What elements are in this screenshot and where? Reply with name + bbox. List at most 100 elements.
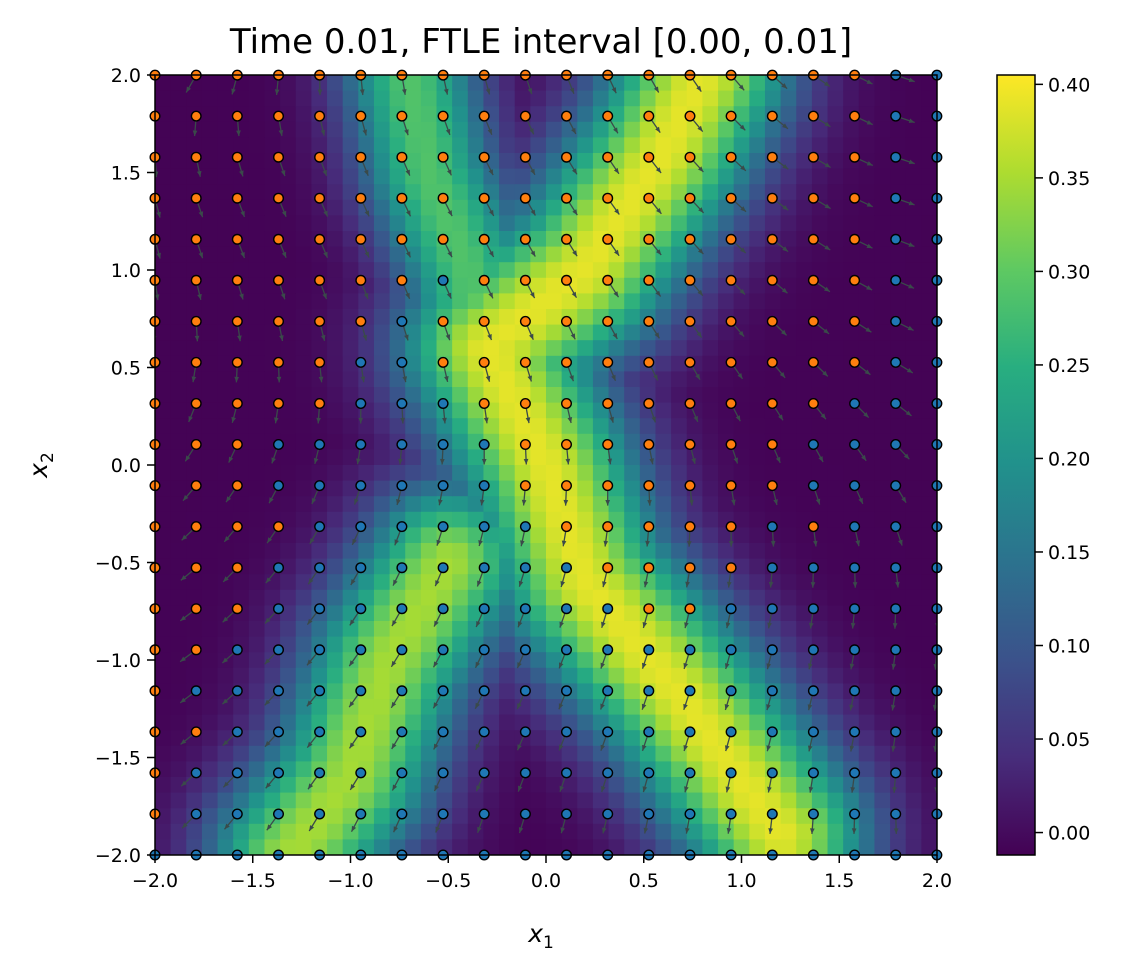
heatmap-cell: [624, 184, 641, 201]
heatmap-cell: [389, 262, 406, 279]
heatmap-cell: [170, 215, 187, 232]
heatmap-cell: [530, 106, 547, 123]
heatmap-cell: [561, 465, 578, 482]
velocity-arrowhead: [488, 251, 494, 257]
heatmap-cell: [905, 137, 922, 154]
heatmap-cell: [155, 652, 172, 669]
heatmap-cell: [358, 137, 375, 154]
heatmap-cell: [514, 543, 531, 560]
velocity-arrowhead: [278, 130, 284, 136]
heatmap-cell: [405, 792, 422, 809]
heatmap-cell: [311, 667, 328, 684]
heatmap-cell: [827, 574, 844, 591]
heatmap-cell: [327, 121, 344, 138]
heatmap-cell: [874, 777, 891, 794]
grid-point-blue: [355, 562, 367, 574]
heatmap-cell: [874, 730, 891, 747]
heatmap-cell: [389, 745, 406, 762]
velocity-arrowhead: [572, 250, 578, 257]
heatmap-cell: [874, 75, 891, 92]
heatmap-cell: [217, 90, 234, 107]
heatmap-cell: [295, 543, 312, 560]
heatmap-cell: [624, 839, 641, 855]
heatmap-cell: [843, 465, 860, 482]
heatmap-cell: [311, 714, 328, 731]
velocity-arrowhead: [775, 456, 781, 463]
grid-point-blue: [478, 644, 490, 656]
velocity-arrowhead: [138, 697, 144, 702]
heatmap-cell: [186, 714, 203, 731]
heatmap-cell: [327, 168, 344, 185]
heatmap-cell: [764, 823, 782, 840]
heatmap-cell: [827, 324, 844, 341]
heatmap-cell: [671, 511, 688, 528]
grid-point-orange: [643, 603, 655, 615]
heatmap-cell: [467, 75, 485, 92]
heatmap-cell: [624, 449, 641, 466]
heatmap-cell: [170, 621, 187, 638]
heatmap-cell: [499, 402, 516, 419]
heatmap-cell: [858, 309, 876, 326]
heatmap-cell: [546, 792, 563, 809]
heatmap-cell: [155, 574, 172, 591]
velocity-arrowhead: [693, 415, 698, 422]
heatmap-cell: [608, 792, 625, 809]
heatmap-cell: [514, 792, 531, 809]
heatmap-cell: [420, 137, 438, 154]
heatmap-cell: [671, 777, 688, 794]
grid-point-orange: [766, 398, 778, 410]
heatmap-cell: [561, 589, 578, 606]
heatmap-cell: [796, 792, 813, 809]
heatmap-cell: [155, 777, 172, 794]
heatmap-cell: [342, 714, 359, 731]
heatmap-cell: [811, 589, 829, 606]
heatmap-cell: [389, 371, 406, 388]
heatmap-cell: [389, 543, 406, 560]
heatmap-cell: [170, 277, 187, 294]
heatmap-cell: [858, 262, 876, 279]
heatmap-cell: [780, 761, 797, 778]
heatmap-cell: [405, 449, 422, 466]
heatmap-cell: [608, 231, 625, 248]
heatmap-cell: [749, 683, 766, 700]
heatmap-cell: [796, 699, 813, 716]
heatmap-cell: [530, 480, 547, 497]
heatmap-cell: [608, 449, 625, 466]
velocity-arrowhead: [782, 123, 788, 129]
heatmap-cell: [733, 761, 750, 778]
heatmap-cell: [155, 215, 172, 232]
heatmap-cell: [483, 823, 500, 840]
heatmap-cell: [671, 199, 688, 216]
heatmap-cell: [577, 699, 594, 716]
heatmap-cell: [342, 137, 359, 154]
heatmap-cell: [436, 714, 453, 731]
velocity-arrowhead: [655, 167, 662, 173]
grid-point-orange: [396, 233, 408, 245]
heatmap-cell: [295, 371, 312, 388]
heatmap-cell: [217, 480, 234, 497]
heatmap-cell: [295, 730, 312, 747]
heatmap-cell: [702, 699, 719, 716]
grid-point-orange: [231, 356, 243, 368]
heatmap-cell: [264, 121, 281, 138]
heatmap-cell: [749, 293, 766, 310]
velocity-arrowhead: [850, 787, 856, 793]
heatmap-cell: [624, 137, 641, 154]
heatmap-cell: [592, 449, 610, 466]
grid-point-blue: [766, 808, 778, 820]
heatmap-cell: [780, 215, 797, 232]
heatmap-cell: [327, 558, 344, 575]
heatmap-cell: [217, 558, 234, 575]
heatmap-cell: [639, 745, 657, 762]
heatmap-cell: [452, 137, 469, 154]
velocity-arrowhead: [643, 581, 649, 588]
heatmap-cell: [733, 527, 750, 544]
grid-point-orange: [273, 521, 285, 533]
velocity-arrowhead: [695, 373, 700, 380]
heatmap-cell: [577, 121, 594, 138]
heatmap-cell: [655, 543, 672, 560]
grid-point-orange: [561, 110, 573, 122]
heatmap-cell: [874, 449, 891, 466]
heatmap-cell: [514, 168, 531, 185]
heatmap-cell: [499, 90, 516, 107]
